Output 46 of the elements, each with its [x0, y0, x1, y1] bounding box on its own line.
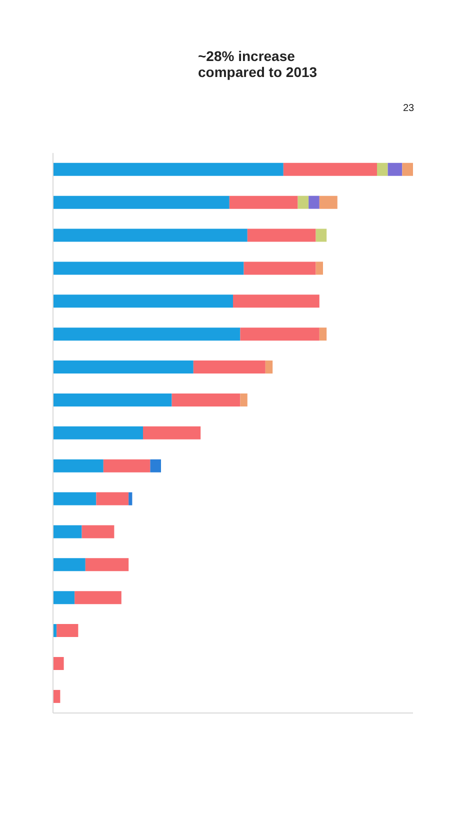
- bar: [85, 558, 129, 572]
- bar: [308, 196, 320, 209]
- bar: [53, 393, 172, 406]
- bar: [53, 360, 194, 374]
- bar: [53, 525, 82, 538]
- bar: [283, 162, 377, 176]
- bar: [103, 459, 150, 472]
- bar: [402, 162, 413, 176]
- bar: [74, 591, 122, 604]
- bar: [53, 328, 240, 341]
- bar: [265, 360, 273, 374]
- bar: [53, 558, 86, 572]
- bar: [96, 492, 129, 506]
- bar: [150, 459, 161, 472]
- bar: [53, 228, 248, 242]
- bar: [172, 393, 240, 406]
- bar: [53, 492, 96, 506]
- bar: [53, 690, 60, 703]
- bar: [233, 294, 320, 308]
- bar: [82, 525, 114, 538]
- bar: [319, 196, 338, 209]
- text: ~28% increase compared to 2013: [198, 48, 318, 80]
- bar: [53, 262, 244, 275]
- bar: [53, 162, 284, 176]
- bar: [240, 328, 320, 341]
- bar: [316, 228, 327, 242]
- bar: [240, 393, 248, 406]
- bar: [56, 624, 78, 638]
- bar: [53, 591, 75, 604]
- bar: [319, 328, 327, 341]
- bar: [298, 196, 309, 209]
- bar: [53, 657, 64, 670]
- bar: [377, 162, 388, 176]
- bar: [53, 459, 104, 472]
- bar: [388, 162, 402, 176]
- bar: [53, 196, 230, 209]
- bar: [53, 294, 233, 308]
- bar: [229, 196, 298, 209]
- bar: [128, 492, 132, 506]
- text: 23: [403, 103, 414, 114]
- bar: [244, 262, 316, 275]
- bar: [247, 228, 316, 242]
- bar: [316, 262, 323, 275]
- bar: [53, 426, 143, 440]
- bar: [193, 360, 266, 374]
- bar: [143, 426, 201, 440]
